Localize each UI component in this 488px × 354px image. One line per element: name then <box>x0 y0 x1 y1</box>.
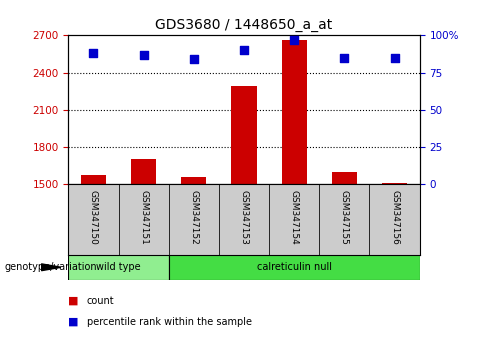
Text: GSM347152: GSM347152 <box>189 190 198 245</box>
Text: GSM347154: GSM347154 <box>290 190 299 245</box>
Text: percentile rank within the sample: percentile rank within the sample <box>87 317 252 327</box>
Text: ■: ■ <box>68 296 79 306</box>
Bar <box>269 184 319 255</box>
Bar <box>231 86 257 184</box>
Text: GSM347151: GSM347151 <box>139 190 148 245</box>
Polygon shape <box>41 264 61 271</box>
Text: count: count <box>87 296 115 306</box>
Bar <box>382 183 407 184</box>
Bar <box>282 40 307 184</box>
Bar <box>369 184 420 255</box>
Text: GSM347153: GSM347153 <box>240 190 248 245</box>
Bar <box>169 184 219 255</box>
Point <box>290 37 298 43</box>
Point <box>391 55 399 61</box>
Bar <box>81 175 106 184</box>
Point <box>190 56 198 62</box>
Text: genotype/variation: genotype/variation <box>5 262 98 272</box>
Text: GSM347150: GSM347150 <box>89 190 98 245</box>
Point <box>89 50 97 56</box>
Title: GDS3680 / 1448650_a_at: GDS3680 / 1448650_a_at <box>155 18 333 32</box>
Bar <box>332 172 357 184</box>
Bar <box>119 184 169 255</box>
Text: ■: ■ <box>68 317 79 327</box>
Text: GSM347155: GSM347155 <box>340 190 349 245</box>
Point <box>240 47 248 53</box>
Bar <box>181 177 206 184</box>
Text: calreticulin null: calreticulin null <box>257 262 332 272</box>
Text: GSM347156: GSM347156 <box>390 190 399 245</box>
Bar <box>131 159 156 184</box>
Point <box>341 55 348 61</box>
Bar <box>319 184 369 255</box>
Text: wild type: wild type <box>96 262 141 272</box>
Bar <box>219 184 269 255</box>
Bar <box>68 184 119 255</box>
Bar <box>169 255 420 280</box>
Bar <box>68 255 169 280</box>
Point <box>140 52 147 58</box>
